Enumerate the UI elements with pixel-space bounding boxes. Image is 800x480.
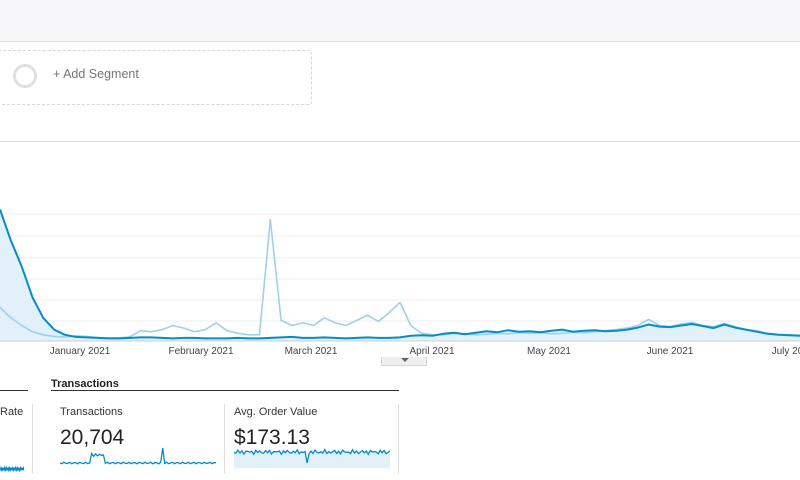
sparkline-line [60,447,216,465]
section-divider [0,141,800,142]
metric-label: Rate [0,406,24,418]
segment-circle-icon [13,64,37,88]
sparkline-area [234,449,390,468]
sessions-line-chart: January 2021 February 2021 March 2021 April… [0,209,800,357]
sparkline-line [0,465,24,473]
metric-group-title: Transactions [51,378,119,390]
x-tick-label: February 2021 [168,346,233,357]
series-line [0,209,800,340]
top-toolbar [0,0,800,42]
metric-value: $173.13 [234,426,310,449]
sparkline [60,447,216,465]
metric-separator [32,404,33,474]
x-tick-label: June 2021 [647,346,694,357]
metric-card-conversion-rate[interactable]: Rate [0,404,31,474]
chevron-down-icon [401,358,409,362]
metric-separator [398,404,399,474]
add-segment-label: + Add Segment [53,67,139,81]
metric-value: 20,704 [60,426,125,449]
x-tick-label: July 2021 [772,346,800,357]
series-area [0,209,800,341]
metric-separator [224,404,225,474]
x-tick-label: January 2021 [50,346,111,357]
sparkline [234,448,390,468]
add-segment-button[interactable]: + Add Segment [0,50,312,105]
x-tick-label: March 2021 [285,346,338,357]
x-tick-label: April 2021 [409,346,454,357]
sparkline [0,465,24,473]
metric-label: Avg. Order Value [234,406,318,418]
chart-collapse-handle[interactable] [381,357,427,366]
metric-group-rule [51,390,399,391]
metric-card-transactions[interactable]: Transactions 20,704 [60,404,220,474]
x-tick-label: May 2021 [527,346,571,357]
metric-card-avg-order-value[interactable]: Avg. Order Value $173.13 [234,404,394,474]
metric-label: Transactions [60,406,123,418]
metric-group-rule-left [0,390,28,391]
sparkline-line [234,448,390,464]
